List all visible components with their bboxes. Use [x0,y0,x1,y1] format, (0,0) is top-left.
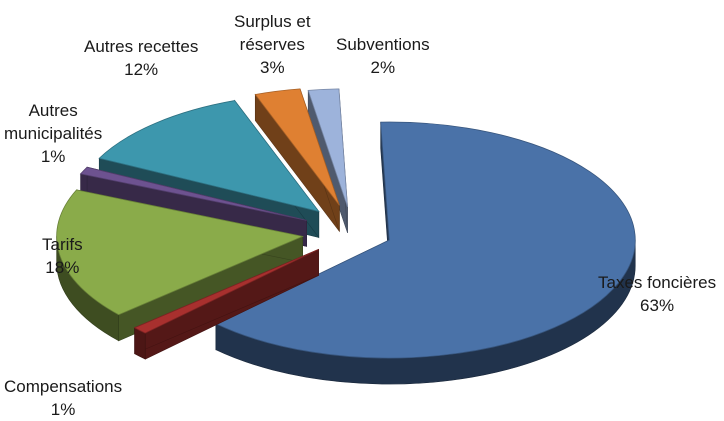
label-autres-recettes-name: Autres recettes [84,37,199,56]
pie-slice-4-top [79,166,307,221]
label-surplus-reserves-line2: réserves [239,35,305,54]
pie-slice-7-top [307,88,348,207]
label-autres-municipalites: Autres municipalités 1% [4,99,102,168]
label-autres-recettes: Autres recettes 12% [84,35,198,81]
label-autres-municipalites-value: 1% [40,147,66,166]
label-surplus-reserves-line1: Surplus et [234,12,311,31]
pie-slices [56,88,636,385]
label-taxes-foncieres: Taxes foncières 63% [598,271,716,317]
pie-slice-6 [254,88,340,233]
label-tarifs: Tarifs 18% [42,233,83,279]
label-autres-municipalites-line1: Autres [28,101,78,120]
label-autres-municipalites-line2: municipalités [4,124,103,143]
label-taxes-foncieres-name: Taxes foncières [598,273,717,292]
label-tarifs-value: 18% [45,258,80,277]
label-surplus-reserves-value: 3% [259,58,285,77]
label-surplus-reserves: Surplus et réserves 3% [234,10,311,79]
label-autres-recettes-value: 12% [124,60,159,79]
pie-slice-2 [133,248,319,360]
pie-slice-5-top [98,100,320,213]
label-subventions-name: Subventions [336,35,430,54]
pie-slice-1 [214,121,636,385]
label-subventions-value: 2% [370,58,396,77]
label-tarifs-name: Tarifs [42,235,83,254]
label-subventions: Subventions 2% [336,33,430,79]
label-compensations-name: Compensations [4,377,123,396]
pie-slice-2-top [133,249,319,334]
label-compensations-value: 1% [50,400,76,419]
label-compensations: Compensations 1% [4,375,122,421]
pie-slice-1-top [214,121,636,359]
label-taxes-foncieres-value: 63% [640,296,675,315]
pie-slice-3-top [56,189,304,316]
pie-slice-6-top [254,88,340,206]
pie-slice-7 [307,88,348,233]
